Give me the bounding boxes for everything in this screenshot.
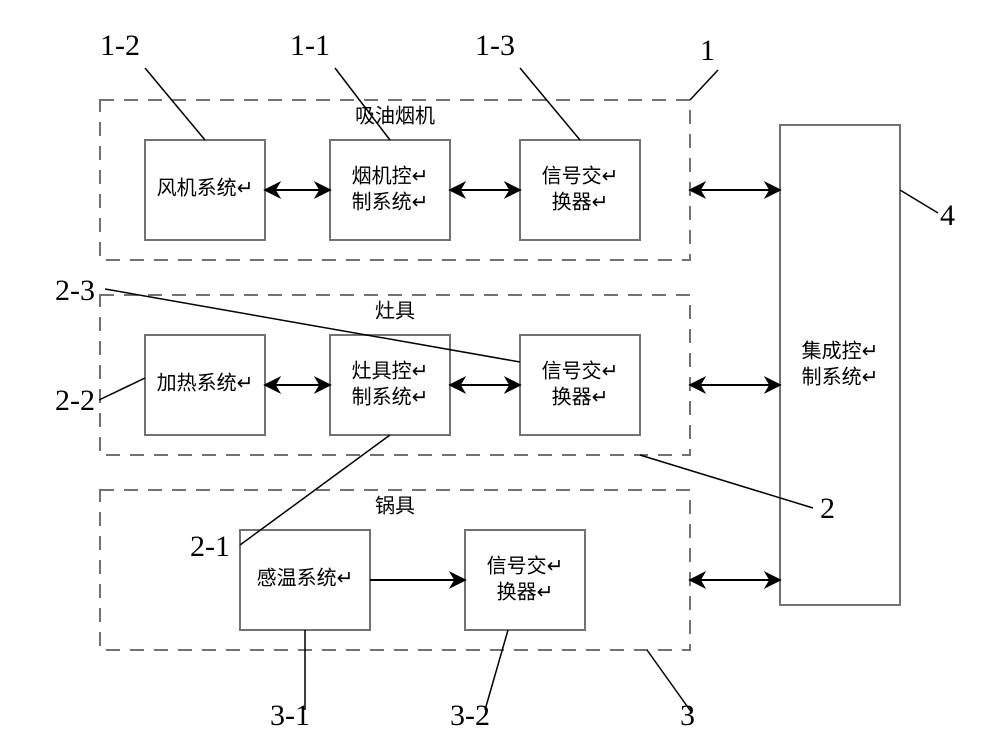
num-n3: 3 [680, 699, 695, 732]
leader-3 [520, 68, 580, 140]
num-n3_1: 3-1 [270, 699, 310, 732]
box-b12 [330, 140, 450, 240]
label-b32-2: 换器↵ [497, 581, 554, 604]
box-b22 [330, 335, 450, 435]
title-group3: 锅具 [375, 495, 415, 518]
num-n1: 1 [700, 34, 715, 67]
num-n2_2: 2-2 [55, 384, 95, 417]
leader-2 [335, 68, 390, 140]
label-b12-2: 制系统↵ [352, 191, 429, 214]
box-ctrl [780, 125, 900, 605]
box-b32 [465, 530, 585, 630]
num-n2_3: 2-3 [55, 274, 95, 307]
label-b13-1: 信号交↵ [542, 165, 619, 188]
leader-11 [900, 190, 938, 213]
num-n2: 2 [820, 492, 835, 525]
leader-1 [145, 68, 205, 140]
label-b22-1: 灶具控↵ [352, 360, 429, 383]
leader-7 [105, 289, 520, 362]
box-b13 [520, 140, 640, 240]
leader-4 [640, 455, 813, 508]
label-b32-1: 信号交↵ [487, 555, 564, 578]
num-n1_1: 1-1 [290, 29, 330, 62]
num-n4: 4 [940, 199, 955, 232]
label-b23-1: 信号交↵ [542, 360, 619, 383]
label-ctrl-2: 制系统↵ [802, 366, 879, 389]
num-n2_1: 2-1 [190, 530, 230, 563]
num-n1_3: 1-3 [475, 29, 515, 62]
label-b22-2: 制系统↵ [352, 386, 429, 409]
label-b12-1: 烟机控↵ [352, 165, 429, 188]
leader-6 [99, 378, 145, 400]
title-group1: 吸油烟机 [355, 105, 435, 128]
leader-0 [690, 70, 718, 100]
label-b13-2: 换器↵ [552, 191, 609, 214]
num-n3_2: 3-2 [450, 699, 490, 732]
title-group2: 灶具 [375, 300, 415, 323]
box-b23 [520, 335, 640, 435]
label-b21: 加热系统↵ [157, 372, 254, 395]
label-ctrl-1: 集成控↵ [802, 340, 879, 363]
label-b23-2: 换器↵ [552, 386, 609, 409]
label-b31: 感温系统↵ [257, 567, 354, 590]
label-b11: 风机系统↵ [157, 177, 254, 200]
num-n1_2: 1-2 [100, 29, 140, 62]
leader-10 [485, 630, 508, 710]
